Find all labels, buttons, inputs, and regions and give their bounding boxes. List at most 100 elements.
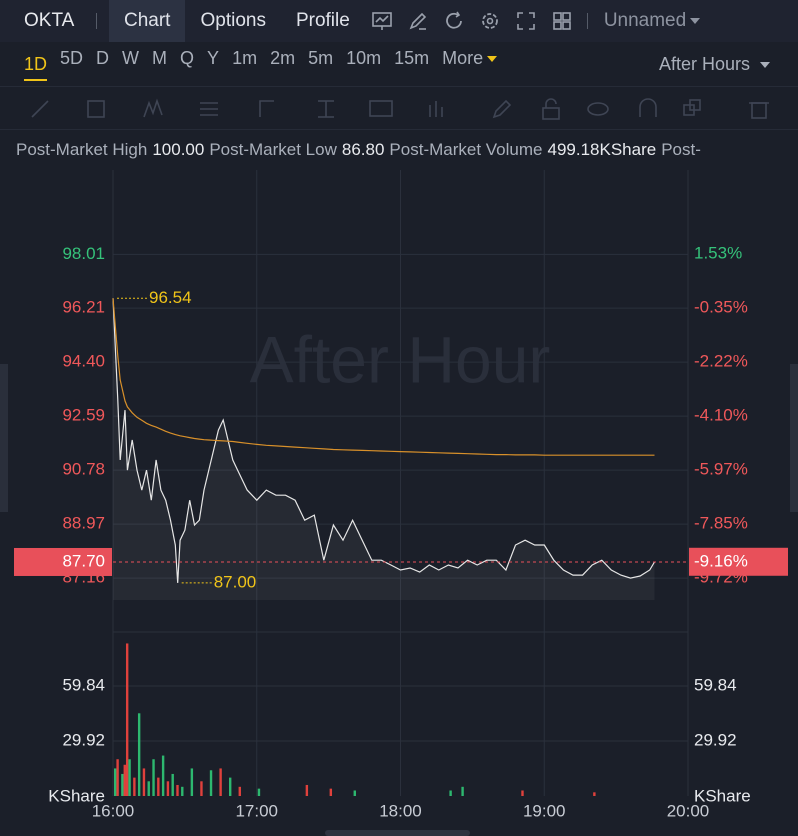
icon-fullscreen[interactable]	[515, 10, 537, 32]
tool-eye[interactable]	[587, 102, 609, 116]
stat-label: Post-Market Volume	[389, 140, 543, 159]
volume-bar	[171, 773, 174, 796]
x-tick-label: 20:00	[667, 801, 710, 820]
separator	[96, 13, 97, 29]
icon-draw[interactable]	[407, 10, 429, 32]
stat-value: 86.80	[341, 140, 385, 159]
tab[interactable]: Chart	[109, 0, 186, 42]
period[interactable]: W	[122, 47, 140, 68]
volume-bar	[305, 784, 309, 796]
tool-icons	[31, 98, 769, 120]
separator	[586, 13, 588, 29]
period[interactable]: More	[442, 48, 498, 81]
caret	[690, 17, 701, 24]
period-list: 1D 5D D W M Q Y 1m 2m 5m 10m 15m More	[24, 47, 498, 81]
stat-value: 100.00	[152, 140, 205, 159]
scrollbar[interactable]	[325, 830, 470, 836]
y2-tick-label: 1.53%	[694, 244, 742, 263]
volume-bar	[121, 773, 124, 796]
unit-label: KShare	[48, 786, 105, 805]
unit-label: KShare	[694, 786, 751, 805]
tool-measure[interactable]	[318, 100, 334, 118]
period[interactable]: M	[152, 47, 168, 68]
volume-bar	[128, 759, 131, 796]
volume-bar	[593, 792, 596, 796]
volume-bar	[133, 777, 136, 796]
icon-layout[interactable]	[551, 10, 573, 32]
volume-bar	[147, 781, 150, 796]
volume-bar	[257, 788, 261, 796]
side-handle[interactable]	[790, 364, 798, 512]
tool-lock[interactable]	[542, 98, 560, 120]
y-tick-label: 88.97	[62, 514, 105, 533]
x-tick-label: 16:00	[92, 801, 135, 820]
tool-bars[interactable]	[429, 101, 443, 117]
tool-arrow[interactable]	[259, 100, 274, 117]
last-change-box	[689, 547, 788, 576]
period[interactable]: 1m	[232, 47, 258, 68]
volume-bar	[329, 788, 333, 796]
tool-line[interactable]	[31, 100, 49, 118]
tool-delete[interactable]	[749, 102, 769, 119]
tab[interactable]: Options	[200, 10, 266, 31]
annotation-label: 96.54	[149, 288, 192, 307]
volume-bar	[137, 713, 141, 796]
volume-bar	[238, 786, 241, 796]
last-change-label: -9.16%	[694, 551, 748, 570]
y-tick-label: 98.01	[62, 244, 105, 263]
symbol: OKTA	[24, 10, 75, 31]
stat-label: Post-Market Low	[209, 140, 337, 159]
volume-bar	[521, 790, 524, 796]
volume-bar	[229, 777, 232, 796]
period[interactable]: Q	[180, 47, 195, 68]
tool-pen[interactable]	[492, 99, 512, 119]
icon-indicator[interactable]	[371, 10, 393, 32]
stat-value: 499.18KShare	[547, 140, 657, 159]
volume-bar	[161, 755, 165, 796]
tool-wave[interactable]	[143, 98, 163, 118]
tool-text[interactable]	[369, 100, 393, 117]
period[interactable]: 5m	[308, 47, 334, 68]
icon-settings[interactable]	[479, 10, 501, 32]
period[interactable]: 15m	[394, 47, 430, 68]
y-tick-label: 92.59	[62, 406, 105, 425]
volume-bar	[219, 768, 222, 796]
icon-refresh[interactable]	[443, 10, 465, 32]
volume-bar	[157, 777, 160, 796]
y-tick-label: 94.40	[62, 352, 105, 371]
y-tick-label: 96.21	[62, 298, 105, 317]
x-tick-label: 18:00	[379, 801, 422, 820]
y2-tick-label: -7.85%	[694, 514, 748, 533]
tool-fib[interactable]	[200, 102, 218, 116]
period[interactable]: 10m	[346, 47, 382, 68]
volume-bar	[449, 790, 452, 796]
volume-bar	[114, 768, 117, 796]
caret	[487, 55, 498, 62]
last-price-box	[14, 547, 112, 576]
last-price-label: 87.70	[62, 551, 105, 570]
y2-tick-label: -0.35%	[694, 298, 748, 317]
session-select[interactable]: After Hours	[659, 54, 770, 75]
side-handle[interactable]	[0, 364, 8, 512]
series-line	[112, 298, 655, 456]
volume-bar	[461, 786, 464, 796]
tool-clone[interactable]	[683, 99, 701, 116]
y2-tick-label: -4.10%	[694, 406, 748, 425]
period[interactable]: 5D	[60, 47, 84, 68]
x-tick-label: 17:00	[235, 801, 278, 820]
period[interactable]: Y	[207, 47, 220, 68]
period[interactable]: 2m	[270, 47, 296, 68]
volume-bar	[181, 786, 184, 796]
tab[interactable]: Profile	[295, 10, 350, 31]
tool-rect[interactable]	[87, 100, 105, 118]
layout-select[interactable]: Unnamed	[604, 10, 701, 32]
volume-bar	[190, 768, 194, 796]
y-tick-label: 59.84	[62, 676, 105, 695]
period[interactable]: 1D	[24, 54, 48, 81]
volume-bar	[125, 643, 129, 796]
period[interactable]: D	[96, 47, 110, 68]
volume-bar	[209, 770, 213, 796]
tool-magnet[interactable]	[639, 98, 657, 117]
volume-bar	[142, 768, 146, 796]
